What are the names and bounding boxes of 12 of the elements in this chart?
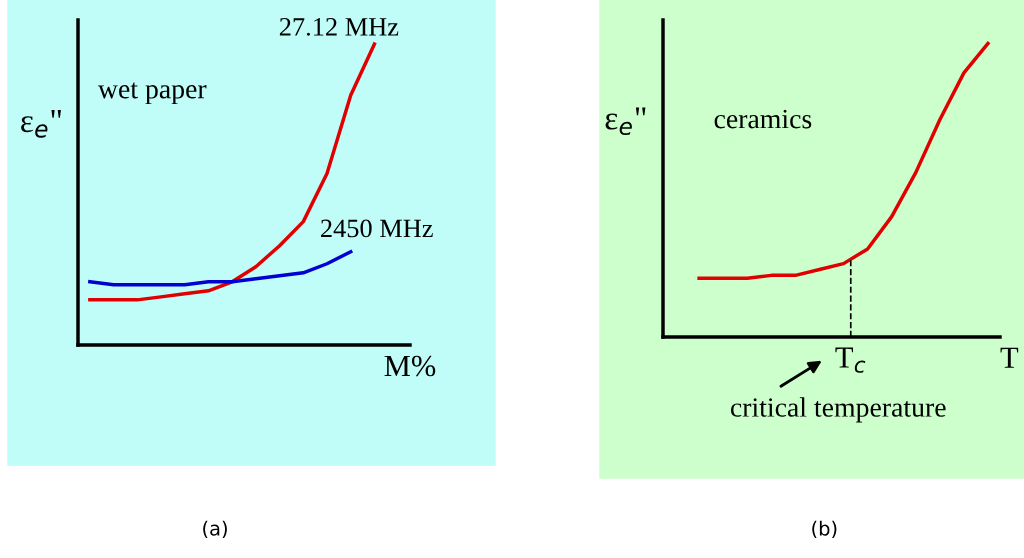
y-axis-title: ε$_{e}$" bbox=[605, 107, 646, 136]
y-axis-title: ε$_{e}$" bbox=[21, 110, 61, 138]
x-axis-title: M% bbox=[384, 355, 436, 377]
text: T$_{c}$ bbox=[835, 347, 866, 373]
annotation: ceramics bbox=[714, 109, 812, 129]
x-axis-title: T bbox=[1000, 347, 1019, 368]
text: (a) bbox=[203, 520, 227, 539]
annotation: wet paper bbox=[97, 82, 207, 105]
series-label: 2450 MHz bbox=[321, 219, 433, 238]
text: (b) bbox=[812, 520, 837, 539]
series-label: 27.12 MHz bbox=[279, 17, 399, 36]
text: critical temperature bbox=[730, 397, 946, 423]
